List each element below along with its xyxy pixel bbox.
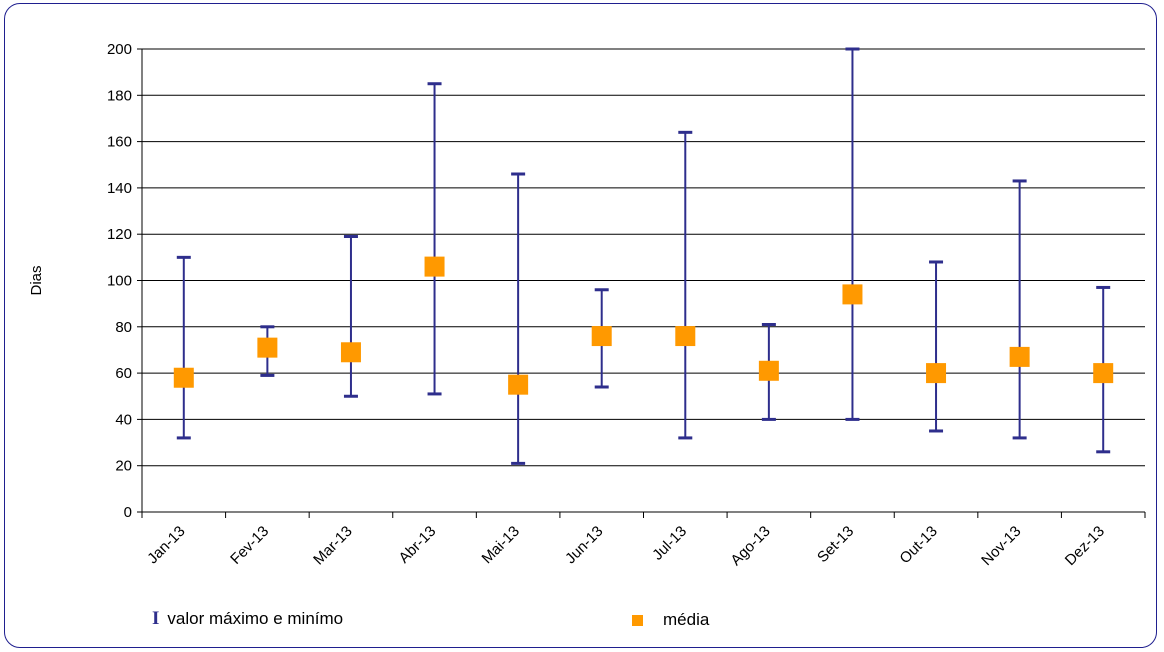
range-legend-icon: I [152, 608, 160, 629]
y-tick-label: 100 [107, 273, 132, 290]
x-tick-label: Jul-13 [649, 523, 690, 564]
x-tick-label: Fev-13 [227, 523, 272, 568]
mean-marker [1009, 346, 1030, 367]
mean-marker [340, 342, 361, 363]
x-tick-label: Jan-13 [144, 523, 188, 567]
legend-mean: média [632, 610, 709, 630]
y-tick-label: 80 [115, 319, 132, 336]
mean-marker [1093, 363, 1114, 384]
x-tick-label: Abr-13 [396, 523, 440, 567]
y-tick-label: 180 [107, 87, 132, 104]
mean-marker [675, 326, 696, 347]
y-tick-label: 200 [107, 41, 132, 58]
y-tick-label: 60 [115, 365, 132, 382]
mean-legend-label: média [663, 610, 710, 629]
mean-marker [173, 367, 194, 388]
y-tick-label: 20 [115, 458, 132, 475]
x-tick-label: Mai-13 [479, 523, 523, 567]
mean-marker [508, 374, 529, 395]
mean-marker [842, 284, 863, 305]
mean-marker [591, 326, 612, 347]
range-legend-label: valor máximo e minímo [167, 609, 344, 628]
mean-marker [758, 360, 779, 381]
mean-marker [926, 363, 947, 384]
x-tick-label: Out-13 [896, 523, 940, 567]
mean-legend-icon [632, 614, 643, 626]
x-tick-label: Nov-13 [978, 523, 1024, 569]
chart-frame [4, 3, 1157, 648]
y-tick-label: 120 [107, 226, 132, 243]
y-tick-label: 160 [107, 134, 132, 151]
y-axis-label: Dias [28, 265, 45, 295]
mean-marker [424, 256, 445, 277]
x-tick-label: Mar-13 [310, 523, 356, 569]
x-tick-label: Dez-13 [1062, 523, 1108, 569]
legend-range: I valor máximo e minímo [152, 608, 343, 630]
y-tick-label: 40 [115, 411, 132, 428]
x-tick-label: Ago-13 [727, 523, 773, 569]
y-tick-label: 0 [124, 504, 132, 521]
x-tick-label: Set-13 [814, 523, 857, 566]
mean-marker [257, 337, 278, 358]
x-tick-label: Jun-13 [562, 523, 606, 567]
y-tick-label: 140 [107, 180, 132, 197]
